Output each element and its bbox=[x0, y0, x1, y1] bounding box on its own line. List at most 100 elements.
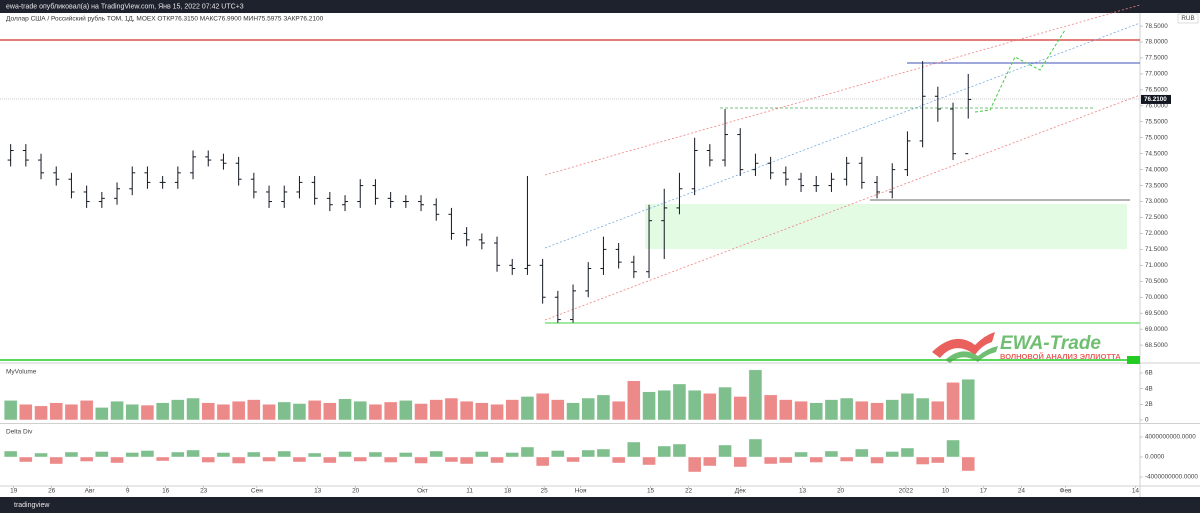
bar bbox=[414, 456, 428, 464]
brand: tradingview bbox=[14, 502, 50, 509]
bar bbox=[338, 398, 352, 421]
channel-upper bbox=[544, 4, 1141, 176]
logo-mark bbox=[945, 346, 998, 363]
bar bbox=[946, 382, 960, 421]
bar bbox=[64, 451, 79, 458]
y-tick-label: 71.0000 bbox=[1145, 262, 1168, 269]
x-tick-label: Окт bbox=[417, 488, 428, 495]
bar bbox=[520, 446, 535, 458]
top-bar bbox=[0, 0, 1200, 13]
x-tick-label: 24 bbox=[1018, 488, 1026, 495]
bar bbox=[824, 399, 839, 421]
bar bbox=[125, 452, 139, 458]
bar bbox=[186, 397, 200, 421]
last-price-label: 76.2100 bbox=[1144, 96, 1167, 103]
bar bbox=[444, 456, 459, 463]
bar bbox=[809, 456, 823, 463]
bar bbox=[870, 456, 884, 464]
bar bbox=[748, 438, 763, 458]
bar bbox=[915, 456, 930, 465]
y-tick-label: 6B bbox=[1145, 370, 1153, 377]
bar bbox=[49, 402, 63, 421]
bar bbox=[79, 456, 94, 462]
bar bbox=[95, 451, 109, 458]
bar bbox=[216, 404, 231, 421]
x-tick-label: 18 bbox=[504, 488, 512, 495]
bar bbox=[779, 456, 793, 464]
bar bbox=[551, 450, 565, 458]
bar bbox=[703, 393, 717, 421]
bar bbox=[368, 451, 383, 458]
y-tick-label: 78.5000 bbox=[1145, 23, 1168, 30]
bar bbox=[292, 403, 307, 421]
bar bbox=[931, 456, 945, 464]
x-tick-label: 20 bbox=[837, 488, 845, 495]
x-tick-label: 15 bbox=[647, 488, 655, 495]
bar bbox=[155, 456, 170, 462]
bar bbox=[110, 400, 124, 421]
bar bbox=[566, 402, 580, 421]
bar bbox=[855, 400, 869, 421]
bar bbox=[353, 400, 367, 421]
bar bbox=[794, 400, 808, 421]
bar bbox=[596, 394, 611, 421]
x-tick-label: 17 bbox=[980, 488, 988, 495]
bar bbox=[520, 396, 535, 421]
bar bbox=[19, 456, 33, 463]
bar bbox=[490, 404, 504, 421]
y-tick-label: 75.5000 bbox=[1145, 118, 1168, 125]
y-tick-label: 70.5000 bbox=[1145, 278, 1168, 285]
y-tick-label: 0.0000 bbox=[1145, 454, 1165, 461]
bar bbox=[399, 400, 413, 421]
bar bbox=[338, 451, 352, 458]
bar bbox=[368, 404, 383, 421]
x-tick-label: 9 bbox=[126, 488, 130, 495]
bar bbox=[885, 399, 899, 421]
y-tick-label: 2B bbox=[1145, 401, 1153, 408]
forecast-path bbox=[974, 29, 1066, 113]
bar bbox=[231, 456, 246, 464]
bar bbox=[155, 402, 170, 421]
x-tick-label: Авг bbox=[85, 488, 96, 495]
currency-box bbox=[1177, 13, 1199, 24]
bar bbox=[186, 449, 200, 458]
bar bbox=[247, 399, 261, 421]
y-tick-label: 77.0000 bbox=[1145, 71, 1168, 78]
bar bbox=[687, 390, 702, 421]
bar bbox=[596, 448, 611, 458]
bar bbox=[323, 402, 337, 421]
bar bbox=[672, 383, 687, 421]
bar bbox=[307, 452, 322, 458]
bar bbox=[171, 399, 185, 421]
bar bbox=[125, 404, 139, 421]
x-tick-label: 13 bbox=[799, 488, 807, 495]
y-tick-label: 69.0000 bbox=[1145, 326, 1168, 333]
bar bbox=[383, 401, 398, 421]
bar bbox=[444, 397, 459, 421]
bar bbox=[627, 441, 641, 458]
y-tick-label: 77.5000 bbox=[1145, 55, 1168, 62]
bar bbox=[79, 400, 94, 421]
last-price-tag bbox=[1141, 94, 1171, 104]
bar bbox=[855, 448, 869, 458]
bar bbox=[475, 451, 489, 458]
bar bbox=[3, 450, 18, 458]
x-tick-label: 11 bbox=[466, 488, 473, 495]
y-tick-label: 68.5000 bbox=[1145, 342, 1168, 349]
bar bbox=[627, 380, 641, 421]
y-tick-label: 0 bbox=[1145, 417, 1149, 424]
bar bbox=[429, 399, 443, 421]
logo-name: EWA-Trade bbox=[1000, 333, 1101, 354]
bar bbox=[414, 403, 428, 421]
zone-box bbox=[645, 204, 1127, 249]
bar bbox=[657, 445, 671, 458]
bar bbox=[3, 400, 18, 421]
bar bbox=[216, 452, 231, 458]
bar bbox=[733, 396, 747, 421]
x-tick-label: 20 bbox=[352, 488, 360, 495]
bar bbox=[505, 452, 519, 458]
bar bbox=[399, 452, 413, 458]
bar bbox=[672, 443, 687, 458]
y-tick-label: -4000000000.0000 bbox=[1145, 474, 1198, 481]
bar bbox=[459, 456, 474, 465]
